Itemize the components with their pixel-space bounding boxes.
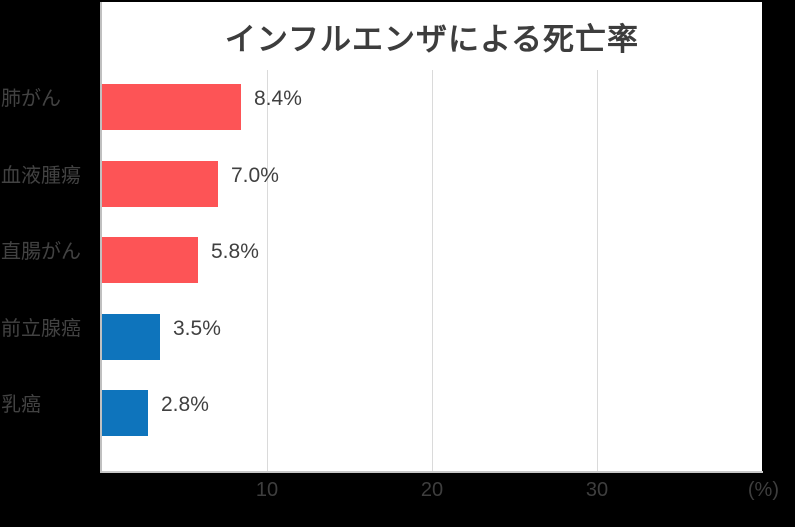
gridline — [432, 70, 433, 472]
x-tick-label: 10 — [255, 479, 279, 501]
gridline — [597, 70, 598, 472]
x-axis-line — [102, 471, 763, 473]
bar — [102, 84, 241, 130]
bar — [102, 160, 218, 207]
bar-value-label: 8.4% — [254, 87, 302, 110]
bar — [102, 237, 198, 283]
x-axis-unit-label: (%) — [747, 479, 779, 501]
plot-area: 8.4% 7.0% 5.8% 3.5% 2.8% — [102, 70, 762, 472]
category-label: 血液腫瘍 — [1, 165, 81, 187]
category-label: 乳癌 — [1, 394, 41, 416]
y-axis-line — [100, 2, 102, 473]
category-label: 肺がん — [1, 88, 61, 110]
chart-title: インフルエンザによる死亡率 — [224, 22, 640, 57]
bar-value-label: 5.8% — [211, 240, 259, 263]
bar-value-label: 2.8% — [161, 393, 209, 416]
x-tick-label: 20 — [420, 479, 444, 501]
category-label: 直腸がん — [1, 241, 81, 263]
bar — [102, 313, 160, 360]
x-tick-label: 30 — [585, 479, 609, 501]
bar — [102, 390, 148, 436]
category-label: 前立腺癌 — [1, 318, 81, 340]
bar-value-label: 3.5% — [173, 316, 221, 340]
bar-value-label: 7.0% — [231, 163, 279, 187]
gridline — [267, 70, 268, 472]
chart-area: インフルエンザによる死亡率 8.4% 7.0% 5.8% 3.5% 2.8% — [102, 2, 762, 472]
